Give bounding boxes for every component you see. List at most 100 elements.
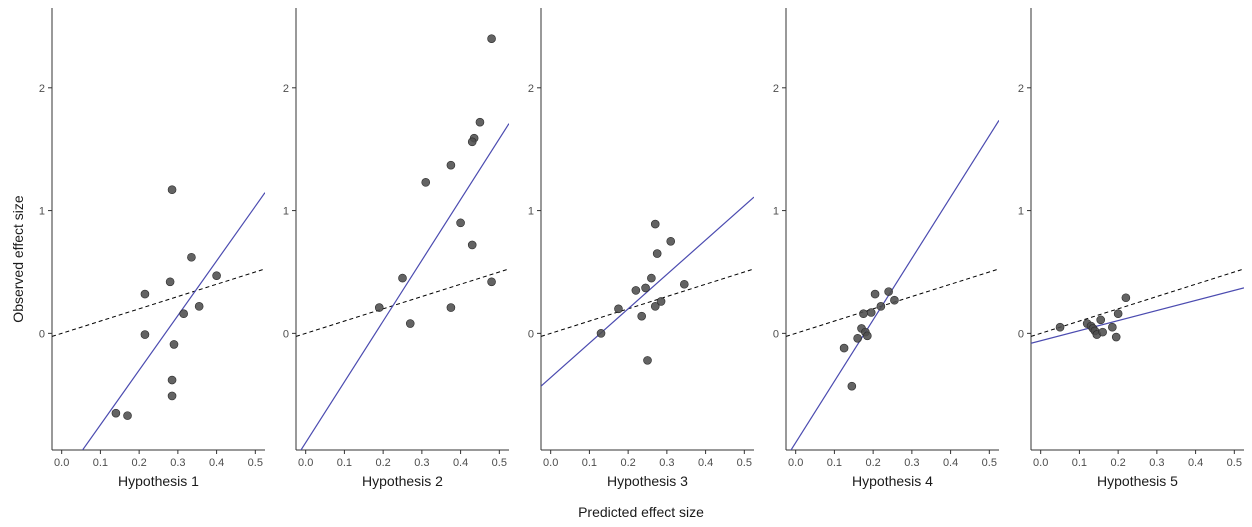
data-point bbox=[656, 297, 666, 306]
x-tick-label: 0.4 bbox=[943, 457, 958, 469]
data-point bbox=[876, 302, 886, 311]
data-point bbox=[839, 343, 849, 353]
reference-line bbox=[1031, 268, 1244, 337]
x-tick-label: 0.0 bbox=[54, 457, 69, 469]
panel-label: Hypothesis 2 bbox=[362, 473, 443, 489]
x-tick-label: 0.3 bbox=[170, 457, 185, 469]
data-point bbox=[374, 303, 384, 312]
data-point bbox=[405, 319, 415, 328]
x-tick-label: 0.5 bbox=[737, 457, 752, 469]
panel-3: 0 1 2 0.0 0.1 0.2 0.3 0.4 0.5 Hypothesis 3 bbox=[528, 8, 754, 489]
data-point bbox=[212, 271, 221, 280]
x-tick-label: 0.4 bbox=[209, 457, 224, 469]
reference-line bbox=[541, 268, 754, 337]
panel-lines bbox=[52, 192, 265, 450]
data-point bbox=[179, 309, 188, 319]
data-point bbox=[650, 219, 660, 229]
y-tick-label: 1 bbox=[1018, 206, 1024, 218]
x-tick-label: 0.1 bbox=[337, 457, 352, 469]
panel-5: 0 1 2 0.0 0.1 0.2 0.3 0.4 0.5 Hypothesis 5 bbox=[1018, 8, 1244, 489]
y-tick-label: 0 bbox=[1018, 328, 1024, 340]
data-point bbox=[467, 240, 477, 250]
x-tick-label: 0.2 bbox=[865, 457, 880, 469]
data-point bbox=[866, 308, 876, 317]
data-point bbox=[487, 277, 496, 287]
data-point bbox=[398, 273, 407, 283]
data-point bbox=[853, 333, 862, 343]
y-tick-label: 2 bbox=[528, 83, 534, 95]
data-point bbox=[421, 178, 431, 187]
data-point bbox=[1055, 322, 1065, 332]
fit-line bbox=[790, 120, 999, 450]
data-point bbox=[637, 311, 646, 321]
data-point bbox=[167, 375, 177, 385]
reference-line bbox=[52, 268, 265, 337]
fit-line bbox=[1031, 287, 1244, 344]
data-point bbox=[487, 34, 496, 43]
x-tick-label: 0.3 bbox=[659, 457, 674, 469]
panel-4: 0 1 2 0.0 0.1 0.2 0.3 0.4 0.5 Hypothesis 4 bbox=[773, 8, 999, 489]
x-tick-label: 0.4 bbox=[1188, 457, 1203, 469]
data-point bbox=[167, 391, 177, 401]
x-tick-label: 0.3 bbox=[414, 457, 429, 469]
x-axis-title: Predicted effect size bbox=[578, 504, 704, 520]
panel-2: 0 1 2 0.0 0.1 0.2 0.3 0.4 0.5 Hypothesis 2 bbox=[283, 8, 509, 489]
data-point bbox=[194, 302, 204, 311]
y-tick-label: 2 bbox=[773, 83, 779, 95]
x-tick-label: 0.2 bbox=[131, 457, 146, 469]
panel-label: Hypothesis 1 bbox=[118, 473, 199, 489]
y-tick-label: 1 bbox=[39, 206, 45, 218]
x-tick-label: 0.0 bbox=[543, 457, 558, 469]
data-point bbox=[446, 303, 456, 312]
data-point bbox=[1113, 309, 1123, 319]
y-tick-label: 0 bbox=[39, 328, 45, 340]
x-tick-label: 0.0 bbox=[1033, 457, 1048, 469]
x-tick-label: 0.1 bbox=[582, 457, 597, 469]
data-point bbox=[650, 302, 660, 311]
x-tick-label: 0.1 bbox=[1072, 457, 1087, 469]
y-tick-label: 0 bbox=[283, 328, 289, 340]
data-point bbox=[847, 381, 857, 391]
panels-group: 0 1 2 0.0 0.1 0.2 0.3 0.4 0.5 Hypothesis 1 0 1 2 0.0 0… bbox=[39, 8, 1244, 489]
y-tick-label: 2 bbox=[39, 83, 45, 95]
y-tick-label: 1 bbox=[773, 206, 779, 218]
y-tick-label: 0 bbox=[773, 328, 779, 340]
data-point bbox=[652, 249, 662, 258]
panel-1: 0 1 2 0.0 0.1 0.2 0.3 0.4 0.5 Hypothesis 1 bbox=[39, 8, 265, 489]
data-point bbox=[1121, 293, 1131, 303]
fit-line bbox=[300, 123, 509, 450]
data-point bbox=[165, 277, 175, 287]
x-tick-label: 0.5 bbox=[1227, 457, 1242, 469]
data-point bbox=[631, 286, 641, 295]
panel-label: Hypothesis 5 bbox=[1097, 473, 1178, 489]
data-point bbox=[647, 273, 656, 283]
x-tick-label: 0.1 bbox=[827, 457, 842, 469]
data-point bbox=[643, 356, 652, 365]
data-point bbox=[1111, 332, 1121, 342]
y-tick-label: 2 bbox=[1018, 83, 1024, 95]
data-point bbox=[123, 411, 132, 420]
y-tick-label: 2 bbox=[283, 83, 289, 95]
data-point bbox=[863, 331, 872, 341]
x-tick-label: 0.0 bbox=[788, 457, 803, 469]
data-point bbox=[456, 218, 465, 228]
x-tick-label: 0.2 bbox=[620, 457, 635, 469]
x-tick-label: 0.4 bbox=[453, 457, 468, 469]
panel-lines bbox=[786, 120, 999, 450]
reference-line bbox=[786, 268, 999, 337]
data-point bbox=[679, 279, 689, 289]
x-tick-label: 0.1 bbox=[93, 457, 108, 469]
data-point bbox=[641, 283, 650, 293]
y-tick-label: 1 bbox=[283, 206, 289, 218]
panel-lines bbox=[1031, 268, 1244, 344]
panel-label: Hypothesis 4 bbox=[852, 473, 933, 489]
x-tick-label: 0.4 bbox=[698, 457, 713, 469]
data-point bbox=[111, 408, 121, 418]
data-point bbox=[614, 304, 623, 314]
fit-line bbox=[81, 192, 265, 450]
data-point bbox=[1098, 327, 1107, 337]
data-point bbox=[467, 137, 477, 147]
data-point bbox=[1108, 322, 1117, 332]
x-tick-label: 0.5 bbox=[982, 457, 997, 469]
